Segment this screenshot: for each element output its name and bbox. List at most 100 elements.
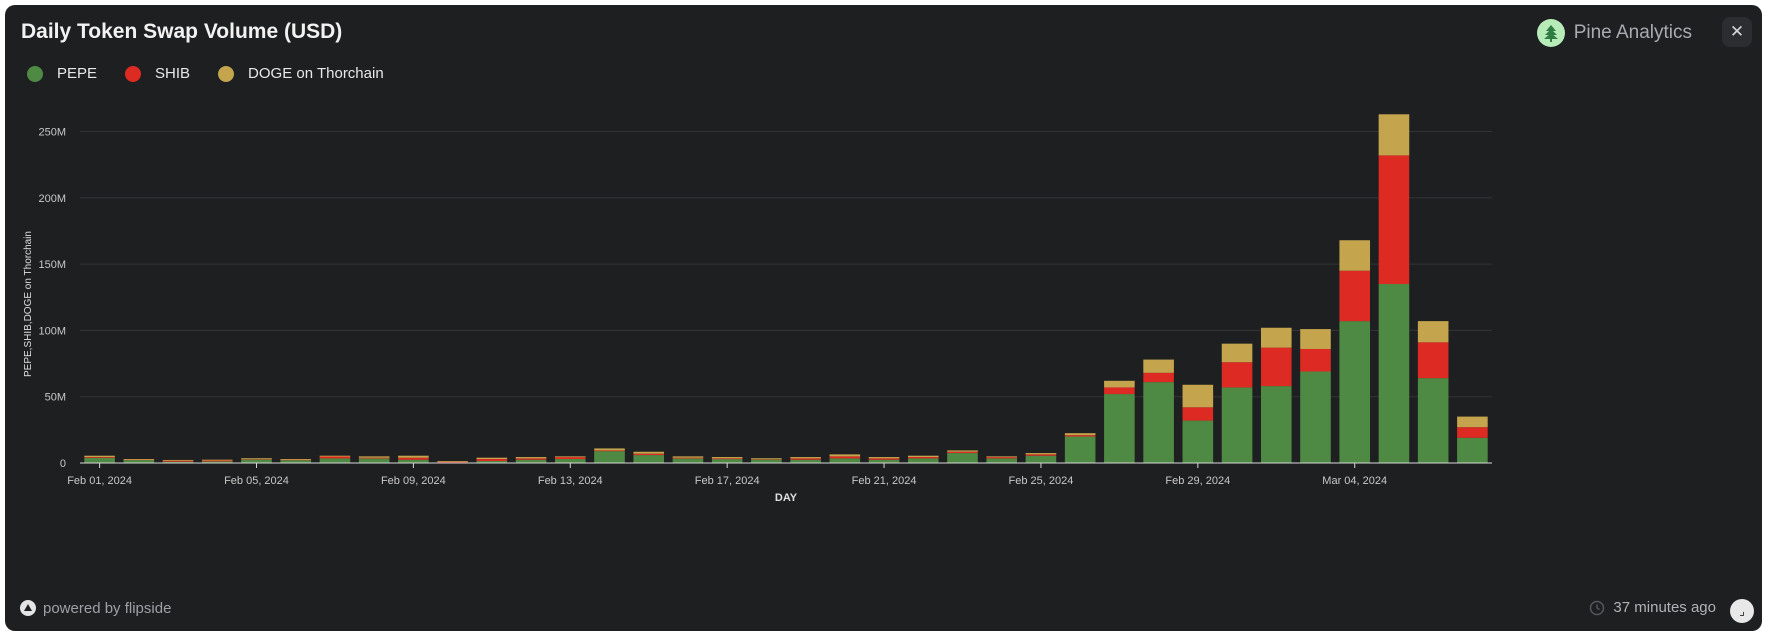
- bar-segment-pepe: [1300, 371, 1331, 463]
- bar-segment-shib: [1378, 155, 1410, 284]
- bar-segment-shib: [790, 458, 821, 460]
- bar-segment-pepe: [947, 453, 978, 463]
- bar-segment-shib: [1064, 435, 1096, 437]
- bar-segment-shib: [1104, 387, 1135, 395]
- bar-segment-pepe: [1104, 394, 1135, 463]
- bar-segment-shib: [947, 451, 978, 454]
- x-tick-label: Feb 13, 2024: [538, 475, 603, 487]
- bar-segment-doge-on-thorchain: [1417, 321, 1449, 343]
- bar-segment-shib: [162, 460, 194, 462]
- bar-segment-pepe: [1417, 378, 1449, 463]
- bar-segment-doge-on-thorchain: [868, 457, 900, 459]
- bar-segment-doge-on-thorchain: [1064, 433, 1096, 436]
- bar-segment-shib: [1025, 454, 1057, 456]
- bar-segment-shib: [829, 456, 861, 459]
- bar-segment-shib: [1182, 407, 1214, 421]
- bar-segment-doge-on-thorchain: [947, 450, 978, 452]
- resize-button[interactable]: ⌟: [1730, 599, 1754, 623]
- stacked-bar-chart: 0 50M 100M 150M 200M 250M Feb 01, 2024 Feb 05, …: [23, 114, 1492, 504]
- y-axis-title: PEPE,SHIB,DOGE on Thorchain: [23, 231, 34, 377]
- pine-tree-icon: [1536, 19, 1565, 47]
- bar-segment-shib: [84, 457, 115, 458]
- bar-segment-doge-on-thorchain: [711, 457, 743, 459]
- bar-segment-doge-on-thorchain: [241, 458, 272, 460]
- bar-segment-pepe: [123, 459, 155, 463]
- chart-title: Daily Token Swap Volume (USD): [21, 20, 343, 43]
- bar-segment-pepe: [594, 451, 625, 463]
- bar-segment-doge-on-thorchain: [123, 459, 155, 460]
- resize-icon: ⌟: [1739, 604, 1745, 618]
- bar-segment-doge-on-thorchain: [829, 454, 861, 457]
- bar-segment-doge-on-thorchain: [280, 459, 312, 460]
- legend-swatch-pepe: [27, 65, 43, 82]
- y-tick-label: 250M: [38, 127, 66, 139]
- bar-segment-pepe: [241, 459, 272, 463]
- bar-segment-doge-on-thorchain: [1339, 240, 1371, 271]
- legend-item-shib[interactable]: SHIB: [125, 65, 190, 82]
- updated-label: 37 minutes ago: [1613, 599, 1716, 616]
- bar-segment-doge-on-thorchain: [1378, 114, 1410, 156]
- legend-item-pepe[interactable]: PEPE: [27, 65, 97, 82]
- bar-segment-shib: [515, 458, 547, 460]
- x-tick-label: Feb 29, 2024: [1165, 475, 1230, 487]
- bar-segment-shib: [907, 457, 939, 459]
- legend-label-shib: SHIB: [155, 65, 191, 82]
- chart-legend: PEPE SHIB DOGE on Thorchain: [27, 65, 412, 82]
- bar-segment-pepe: [672, 458, 704, 463]
- x-tick-label: Feb 09, 2024: [381, 475, 446, 487]
- bar-segment-shib: [672, 457, 704, 459]
- bar-segment-pepe: [1064, 436, 1096, 463]
- bar-segment-shib: [1339, 270, 1371, 322]
- bar-segment-shib: [1260, 347, 1292, 387]
- bar-segment-pepe: [751, 459, 782, 463]
- bar-segment-doge-on-thorchain: [633, 451, 665, 454]
- bar-segment-doge-on-thorchain: [1221, 343, 1253, 363]
- bar-segment-shib: [594, 450, 625, 452]
- bar-segment-doge-on-thorchain: [476, 457, 508, 460]
- bar-segment-doge-on-thorchain: [1025, 453, 1057, 455]
- bar-segment-pepe: [907, 458, 939, 463]
- powered-by-label: powered by flipside: [43, 599, 172, 617]
- bar-segment-pepe: [358, 458, 390, 463]
- bar-segment-doge-on-thorchain: [751, 458, 782, 460]
- bar-segment-shib: [554, 457, 586, 460]
- bar-segment-pepe: [162, 461, 194, 463]
- bar-segment-shib: [711, 458, 743, 460]
- x-tick-label: Feb 17, 2024: [695, 475, 760, 487]
- bar-segment-shib: [1300, 348, 1331, 372]
- legend-item-doge[interactable]: DOGE on Thorchain: [218, 65, 384, 82]
- x-tick-label: Feb 05, 2024: [224, 475, 289, 487]
- bar-segment-pepe: [280, 459, 312, 463]
- bar-segment-pepe: [868, 459, 900, 463]
- x-tick-label: Feb 25, 2024: [1009, 475, 1074, 487]
- bar-segment-shib: [398, 457, 429, 460]
- bar-segment-pepe: [1143, 382, 1174, 463]
- bar-segment-doge-on-thorchain: [358, 456, 390, 458]
- bar-segment-pepe: [711, 459, 743, 463]
- legend-label-doge: DOGE on Thorchain: [248, 65, 384, 82]
- bar-segment-pepe: [515, 459, 547, 463]
- powered-by[interactable]: powered by flipside: [19, 599, 171, 617]
- x-tick-label: Feb 01, 2024: [67, 475, 132, 487]
- bar-segment-doge-on-thorchain: [986, 456, 1018, 458]
- legend-swatch-doge: [218, 65, 235, 82]
- bar-segment-shib: [986, 457, 1018, 459]
- bar-segment-doge-on-thorchain: [1300, 329, 1331, 349]
- bar-segment-shib: [201, 460, 233, 462]
- bar-segment-doge-on-thorchain: [907, 455, 939, 458]
- bar-segment-doge-on-thorchain: [398, 455, 429, 458]
- y-tick-label: 200M: [38, 193, 66, 205]
- bar-segment-shib: [1417, 342, 1449, 379]
- legend-swatch-shib: [125, 65, 142, 82]
- chart-card: Daily Token Swap Volume (USD) Pine Analy…: [5, 5, 1762, 631]
- bar-segment-shib: [1457, 427, 1488, 438]
- bar-segment-shib: [319, 456, 351, 459]
- brand: Pine Analytics: [1536, 19, 1692, 47]
- bar-segment-doge-on-thorchain: [554, 456, 586, 458]
- bar-segment-shib: [358, 457, 390, 459]
- brand-name: Pine Analytics: [1573, 22, 1692, 43]
- bar-segment-shib: [1221, 362, 1253, 388]
- clock-icon: [1590, 600, 1605, 615]
- bar-segment-doge-on-thorchain: [1104, 380, 1135, 388]
- close-button[interactable]: ✕: [1722, 17, 1752, 47]
